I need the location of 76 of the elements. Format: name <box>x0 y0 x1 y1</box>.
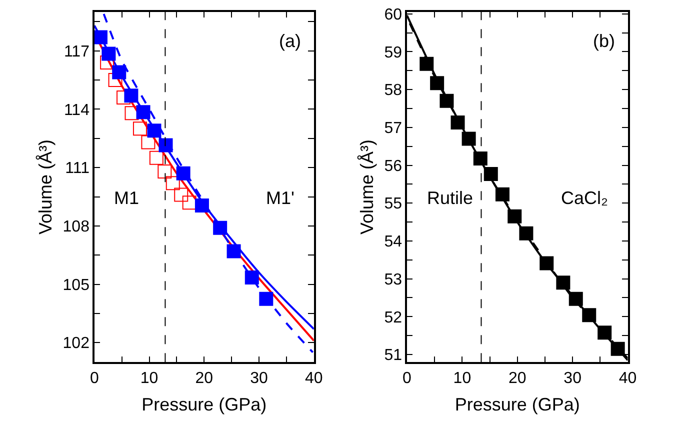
x-tick-label: 10 <box>453 370 472 388</box>
point <box>147 124 162 138</box>
x-axis-title: Pressure (GPa) <box>454 394 580 415</box>
point <box>132 122 147 136</box>
point <box>136 105 150 120</box>
point <box>462 132 476 146</box>
point <box>166 176 180 190</box>
point <box>94 30 108 44</box>
y-axis-title: Volume (Å³) <box>35 140 56 235</box>
point <box>473 151 488 166</box>
point <box>259 292 274 306</box>
y-tick-label: 57 <box>384 120 402 138</box>
x-tick-label: 30 <box>250 370 268 388</box>
point <box>540 256 554 270</box>
y-axis-title: Volume (Å³) <box>356 140 377 235</box>
y-tick-label: 111 <box>65 160 90 178</box>
y-tick-label: 53 <box>384 271 402 288</box>
point <box>108 73 122 88</box>
point <box>519 226 534 240</box>
y-tick-label: 59 <box>384 44 402 62</box>
point <box>495 187 510 202</box>
point <box>102 46 116 61</box>
point <box>508 209 522 224</box>
x-tick-label: 30 <box>564 370 582 388</box>
y-tick-label: 108 <box>62 218 90 236</box>
point <box>598 326 612 340</box>
point <box>610 342 625 356</box>
point <box>430 76 444 90</box>
y-tick-label: 102 <box>62 335 90 352</box>
point <box>158 164 172 178</box>
annotation: CaCl₂ <box>561 188 608 208</box>
annotation: Rutile <box>427 188 474 208</box>
y-tick-label: 58 <box>384 82 402 100</box>
point <box>174 188 188 202</box>
y-tick-label: 56 <box>384 158 402 175</box>
x-tick-label: 20 <box>508 370 526 388</box>
x-tick-label: 10 <box>140 370 158 388</box>
point <box>420 56 434 71</box>
point <box>124 88 138 103</box>
point <box>194 198 209 213</box>
y-tick-label: 52 <box>384 309 402 326</box>
point <box>100 56 114 70</box>
x-tick-label: 40 <box>618 370 637 388</box>
point <box>556 276 570 290</box>
point <box>484 166 498 181</box>
y-tick-label: 105 <box>62 276 90 294</box>
point <box>112 65 126 80</box>
x-tick-label: 0 <box>90 370 99 388</box>
x-axis-title: Pressure (GPa) <box>142 394 267 415</box>
point <box>568 292 583 306</box>
point <box>440 94 454 108</box>
annotation: (a) <box>279 31 301 51</box>
y-tick-label: 114 <box>64 102 90 119</box>
x-tick-label: 0 <box>402 370 412 388</box>
point <box>226 244 241 258</box>
point <box>450 115 465 130</box>
x-tick-label: 40 <box>304 370 323 388</box>
y-tick-label: 55 <box>384 196 402 213</box>
y-tick-label: 54 <box>384 234 402 251</box>
point <box>141 135 156 150</box>
point <box>213 220 228 235</box>
point <box>158 138 173 152</box>
x-tick-label: 20 <box>195 370 214 388</box>
point <box>116 90 131 105</box>
point <box>182 196 196 210</box>
point <box>124 106 139 120</box>
point <box>582 308 596 322</box>
point <box>244 270 259 284</box>
y-tick-label: 117 <box>64 43 90 60</box>
annotation: M1' <box>266 188 294 208</box>
annotation: M1 <box>114 188 140 208</box>
point <box>176 166 190 180</box>
y-tick-label: 60 <box>384 6 402 24</box>
y-tick-label: 51 <box>384 347 402 364</box>
annotation: (b) <box>593 31 615 51</box>
point <box>149 150 164 165</box>
